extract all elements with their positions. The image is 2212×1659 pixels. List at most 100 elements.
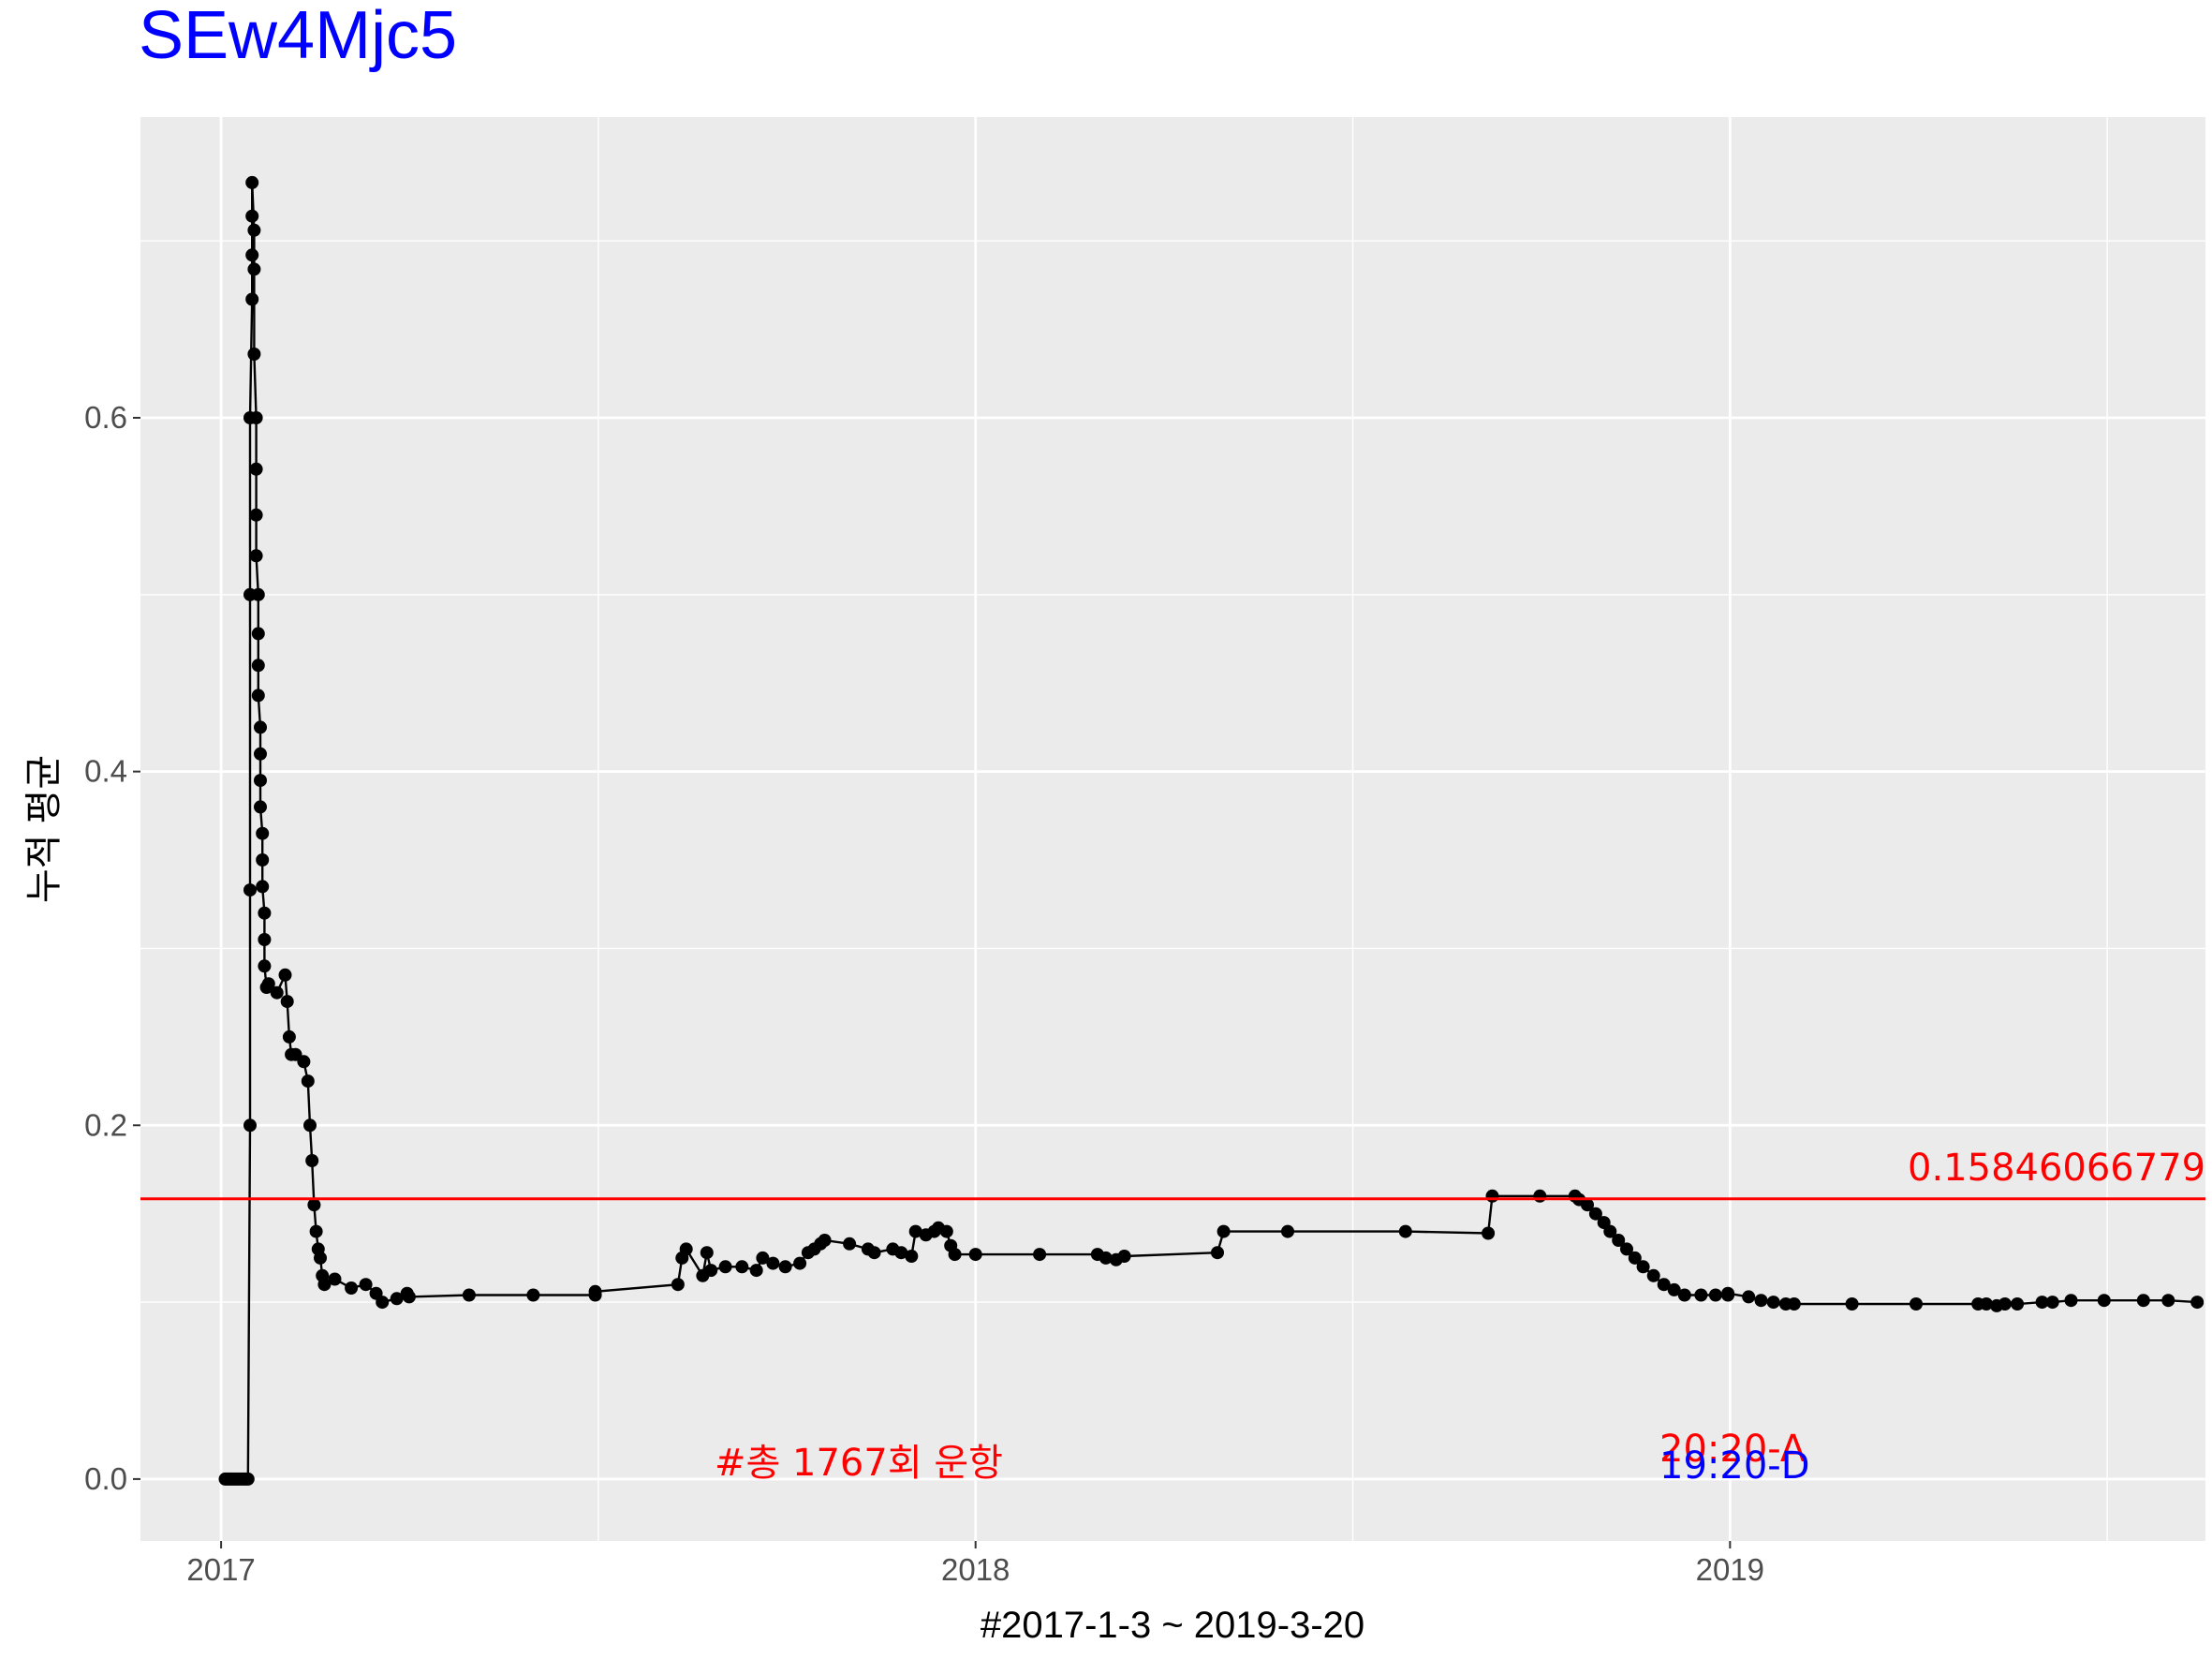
data-point xyxy=(718,1260,732,1274)
data-point xyxy=(1721,1286,1735,1300)
data-point xyxy=(243,1118,257,1133)
data-point xyxy=(1766,1296,1780,1310)
data-point xyxy=(245,248,259,262)
data-point xyxy=(1787,1297,1801,1311)
data-point xyxy=(1398,1224,1412,1238)
data-point xyxy=(258,906,272,920)
data-point xyxy=(297,1055,311,1069)
data-point xyxy=(2045,1296,2059,1310)
data-point xyxy=(1211,1246,1224,1260)
data-point xyxy=(1998,1297,2012,1311)
data-point xyxy=(249,411,263,424)
data-point xyxy=(251,627,265,641)
y-tick-label: 0.4 xyxy=(84,754,127,789)
grid-minor xyxy=(140,117,2205,1541)
data-point xyxy=(749,1264,763,1278)
data-point xyxy=(303,1118,317,1133)
data-point xyxy=(247,348,261,361)
data-point xyxy=(766,1256,780,1270)
x-tick-label: 2019 xyxy=(1696,1552,1764,1587)
data-point xyxy=(251,689,265,703)
data-point xyxy=(249,462,263,476)
data-point xyxy=(908,1224,922,1238)
data-point xyxy=(376,1296,390,1310)
data-point xyxy=(256,853,270,867)
data-point xyxy=(254,774,267,788)
x-axis-title: #2017-1-3 ~ 2019-3-20 xyxy=(981,1605,1364,1646)
data-point xyxy=(1845,1297,1859,1311)
data-point xyxy=(939,1224,953,1238)
data-point xyxy=(1485,1189,1499,1203)
data-point xyxy=(588,1284,602,1298)
data-point xyxy=(245,292,259,306)
y-tick-label: 0.0 xyxy=(84,1461,127,1496)
data-point xyxy=(1482,1226,1496,1240)
data-point xyxy=(968,1248,982,1262)
data-point xyxy=(247,262,261,276)
data-point xyxy=(390,1292,404,1306)
data-point xyxy=(1657,1278,1671,1292)
data-point xyxy=(1281,1224,1294,1238)
data-point xyxy=(254,720,267,734)
data-point xyxy=(1581,1198,1594,1212)
data-point xyxy=(1628,1251,1642,1265)
data-point xyxy=(241,1472,255,1486)
data-point xyxy=(247,223,261,237)
data-point xyxy=(948,1248,962,1262)
data-point xyxy=(671,1278,685,1292)
data-point xyxy=(254,747,267,761)
data-point xyxy=(1980,1297,1993,1311)
y-axis: 0.0 0.2 0.4 0.6 xyxy=(84,400,140,1496)
data-point xyxy=(2064,1294,2078,1308)
plot-panel xyxy=(140,117,2205,1541)
data-point xyxy=(261,977,275,991)
data-point xyxy=(317,1278,332,1292)
data-point xyxy=(251,659,265,673)
series-points-group xyxy=(218,175,2205,1486)
data-point xyxy=(1677,1288,1691,1302)
y-tick-label: 0.6 xyxy=(84,400,127,435)
data-point xyxy=(1099,1251,1113,1265)
data-point xyxy=(1742,1290,1756,1304)
x-axis: 2017 2018 2019 xyxy=(186,1541,1764,1587)
data-point xyxy=(305,1154,319,1167)
data-point xyxy=(1910,1297,1923,1311)
x-tick-label: 2017 xyxy=(186,1552,255,1587)
data-point xyxy=(1612,1234,1626,1247)
y-tick-label: 0.2 xyxy=(84,1107,127,1142)
data-point xyxy=(2161,1294,2175,1308)
data-point xyxy=(328,1272,342,1286)
data-point xyxy=(309,1224,323,1238)
data-point xyxy=(867,1246,881,1260)
data-point xyxy=(1533,1189,1547,1203)
data-point xyxy=(314,1251,327,1265)
data-point xyxy=(243,883,257,897)
data-point xyxy=(2097,1294,2111,1308)
data-point xyxy=(1588,1207,1602,1221)
data-point xyxy=(1217,1224,1231,1238)
data-point xyxy=(679,1242,693,1256)
data-point xyxy=(256,880,270,894)
data-point xyxy=(756,1251,770,1265)
data-point xyxy=(1694,1288,1708,1302)
data-point xyxy=(301,1074,315,1089)
data-point xyxy=(258,933,272,946)
data-point xyxy=(704,1264,718,1278)
data-point xyxy=(251,587,265,601)
data-point xyxy=(1117,1250,1131,1263)
data-point xyxy=(1667,1282,1681,1296)
data-point xyxy=(282,1029,296,1044)
data-point xyxy=(905,1250,919,1263)
data-point xyxy=(793,1256,807,1270)
data-point xyxy=(345,1281,359,1295)
y-axis-title: 누적 평균 xyxy=(23,755,65,903)
data-point xyxy=(2035,1296,2049,1310)
data-point xyxy=(1636,1260,1650,1274)
data-point xyxy=(245,209,259,223)
data-point xyxy=(843,1237,857,1251)
grid-major xyxy=(140,117,2205,1541)
data-point xyxy=(254,800,267,814)
data-point xyxy=(1646,1268,1660,1282)
arrival-time-label: 20:20-A xyxy=(1659,1428,1806,1471)
